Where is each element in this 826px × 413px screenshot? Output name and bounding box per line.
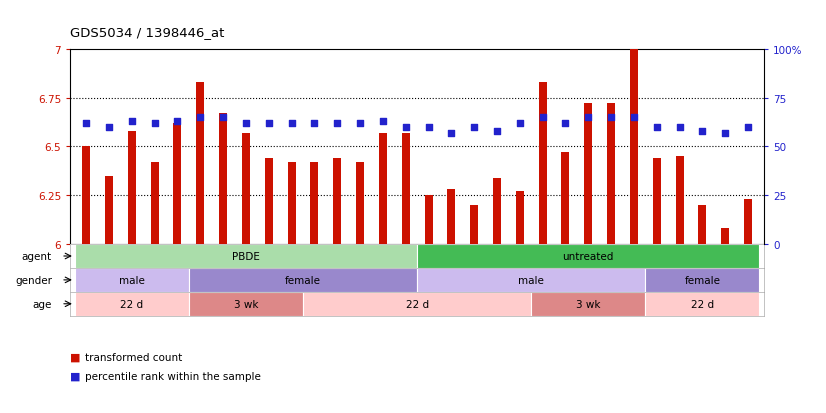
Text: 3 wk: 3 wk bbox=[576, 299, 601, 309]
Point bbox=[536, 114, 549, 121]
Point bbox=[559, 120, 572, 127]
Bar bbox=[150, 163, 159, 244]
Text: percentile rank within the sample: percentile rank within the sample bbox=[85, 371, 261, 381]
Bar bbox=[189, 268, 417, 292]
Bar bbox=[333, 159, 341, 244]
Bar bbox=[197, 83, 204, 244]
Bar bbox=[630, 50, 638, 244]
Bar bbox=[75, 244, 417, 268]
Bar bbox=[562, 153, 569, 244]
Bar bbox=[265, 159, 273, 244]
Text: ■: ■ bbox=[70, 352, 81, 362]
Bar bbox=[493, 178, 501, 244]
Point bbox=[330, 120, 344, 127]
Point bbox=[468, 124, 481, 131]
Bar bbox=[379, 133, 387, 244]
Bar bbox=[645, 292, 759, 316]
Point bbox=[695, 128, 709, 135]
Bar bbox=[75, 292, 189, 316]
Text: 22 d: 22 d bbox=[121, 299, 144, 309]
Text: GDS5034 / 1398446_at: GDS5034 / 1398446_at bbox=[70, 26, 225, 39]
Point bbox=[308, 120, 321, 127]
Point bbox=[719, 130, 732, 137]
Bar bbox=[83, 147, 90, 244]
Bar bbox=[128, 131, 135, 244]
Bar bbox=[287, 163, 296, 244]
Bar bbox=[189, 292, 303, 316]
Point bbox=[605, 114, 618, 121]
Bar bbox=[303, 292, 531, 316]
Bar bbox=[539, 83, 547, 244]
Text: ■: ■ bbox=[70, 371, 81, 381]
Point bbox=[377, 119, 390, 125]
Bar bbox=[425, 196, 433, 244]
Bar bbox=[645, 268, 759, 292]
Point bbox=[742, 124, 755, 131]
Bar bbox=[531, 292, 645, 316]
Bar bbox=[676, 157, 684, 244]
Text: 22 d: 22 d bbox=[406, 299, 429, 309]
Text: age: age bbox=[32, 299, 52, 309]
Text: 3 wk: 3 wk bbox=[234, 299, 259, 309]
Bar bbox=[744, 199, 752, 244]
Point bbox=[102, 124, 116, 131]
Bar bbox=[311, 163, 318, 244]
Point bbox=[444, 130, 458, 137]
Text: gender: gender bbox=[15, 275, 52, 285]
Text: PBDE: PBDE bbox=[232, 252, 260, 261]
Point bbox=[673, 124, 686, 131]
Bar bbox=[470, 206, 478, 244]
Bar bbox=[356, 163, 364, 244]
Bar bbox=[653, 159, 661, 244]
Point bbox=[171, 119, 184, 125]
Bar bbox=[584, 104, 592, 244]
Point bbox=[491, 128, 504, 135]
Text: male: male bbox=[119, 275, 145, 285]
Point bbox=[354, 120, 367, 127]
Point bbox=[582, 114, 595, 121]
Point bbox=[399, 124, 412, 131]
Bar bbox=[607, 104, 615, 244]
Point bbox=[628, 114, 641, 121]
Point bbox=[650, 124, 663, 131]
Bar bbox=[448, 190, 455, 244]
Text: transformed count: transformed count bbox=[85, 352, 183, 362]
Text: female: female bbox=[285, 275, 321, 285]
Bar bbox=[699, 206, 706, 244]
Point bbox=[262, 120, 275, 127]
Bar bbox=[219, 114, 227, 244]
Text: male: male bbox=[518, 275, 544, 285]
Point bbox=[126, 119, 139, 125]
Point bbox=[513, 120, 526, 127]
Point bbox=[422, 124, 435, 131]
Point bbox=[79, 120, 93, 127]
Text: agent: agent bbox=[21, 252, 52, 261]
Point bbox=[285, 120, 298, 127]
Point bbox=[148, 120, 161, 127]
Text: female: female bbox=[685, 275, 720, 285]
Bar bbox=[105, 176, 113, 244]
Point bbox=[193, 114, 206, 121]
Bar bbox=[417, 268, 645, 292]
Bar bbox=[242, 133, 250, 244]
Bar bbox=[516, 192, 524, 244]
Bar bbox=[401, 133, 410, 244]
Bar bbox=[721, 229, 729, 244]
Point bbox=[240, 120, 253, 127]
Point bbox=[216, 114, 230, 121]
Bar bbox=[173, 123, 182, 244]
Bar bbox=[417, 244, 759, 268]
Bar bbox=[75, 268, 189, 292]
Text: 22 d: 22 d bbox=[691, 299, 714, 309]
Text: untreated: untreated bbox=[563, 252, 614, 261]
